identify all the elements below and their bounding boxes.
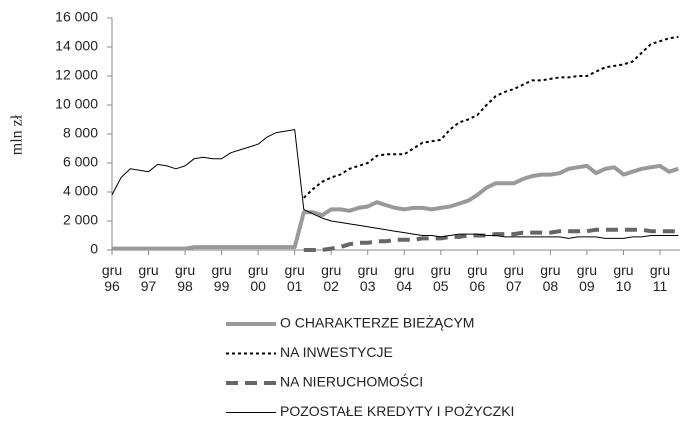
x-tick-label: gru 98: [174, 262, 196, 294]
x-tick-label: gru 03: [357, 262, 378, 294]
x-tick-label: gru 01: [284, 262, 305, 294]
series-line: [303, 227, 679, 252]
y-tick-label: 14 000: [55, 38, 98, 54]
legend-label: NA NIERUCHOMOŚCI: [280, 373, 423, 390]
y-axis-label: mln zł: [9, 114, 26, 155]
x-tick-label: gru 99: [211, 262, 232, 294]
x-tick-label: gru 07: [503, 262, 524, 294]
legend-label: NA INWESTYCJE: [280, 344, 393, 360]
series-line: [111, 129, 679, 239]
x-tick-label: gru 02: [321, 262, 342, 294]
y-tick-label: 4 000: [63, 183, 98, 199]
series-line: [112, 163, 679, 251]
x-tick-label: gru 97: [138, 262, 159, 294]
x-tick-label: gru 05: [430, 262, 451, 294]
y-tick-label: 6 000: [63, 154, 98, 170]
x-tick-label: gru 11: [649, 262, 671, 294]
series-line: [303, 35, 679, 199]
y-tick-label: 2 000: [63, 212, 98, 228]
y-tick-label: 12 000: [55, 67, 98, 83]
x-tick-label: gru 96: [101, 262, 123, 294]
x-tick-label: gru 10: [613, 262, 634, 294]
x-tick-label: gru 09: [576, 262, 598, 294]
legend-label: O CHARAKTERZE BIEŻĄCYM: [280, 314, 474, 331]
legend-label: POZOSTAŁE KREDYTY I POŻYCZKI: [280, 402, 514, 419]
x-tick-label: gru 04: [394, 262, 415, 294]
y-tick-label: 8 000: [63, 125, 98, 141]
y-tick-label: 0: [90, 241, 98, 257]
y-tick-label: 10 000: [55, 96, 98, 112]
y-tick-label: 16 000: [55, 9, 98, 25]
x-tick-label: gru 00: [248, 262, 269, 294]
x-tick-label: gru 08: [540, 262, 561, 294]
x-tick-label: gru 06: [467, 262, 488, 294]
